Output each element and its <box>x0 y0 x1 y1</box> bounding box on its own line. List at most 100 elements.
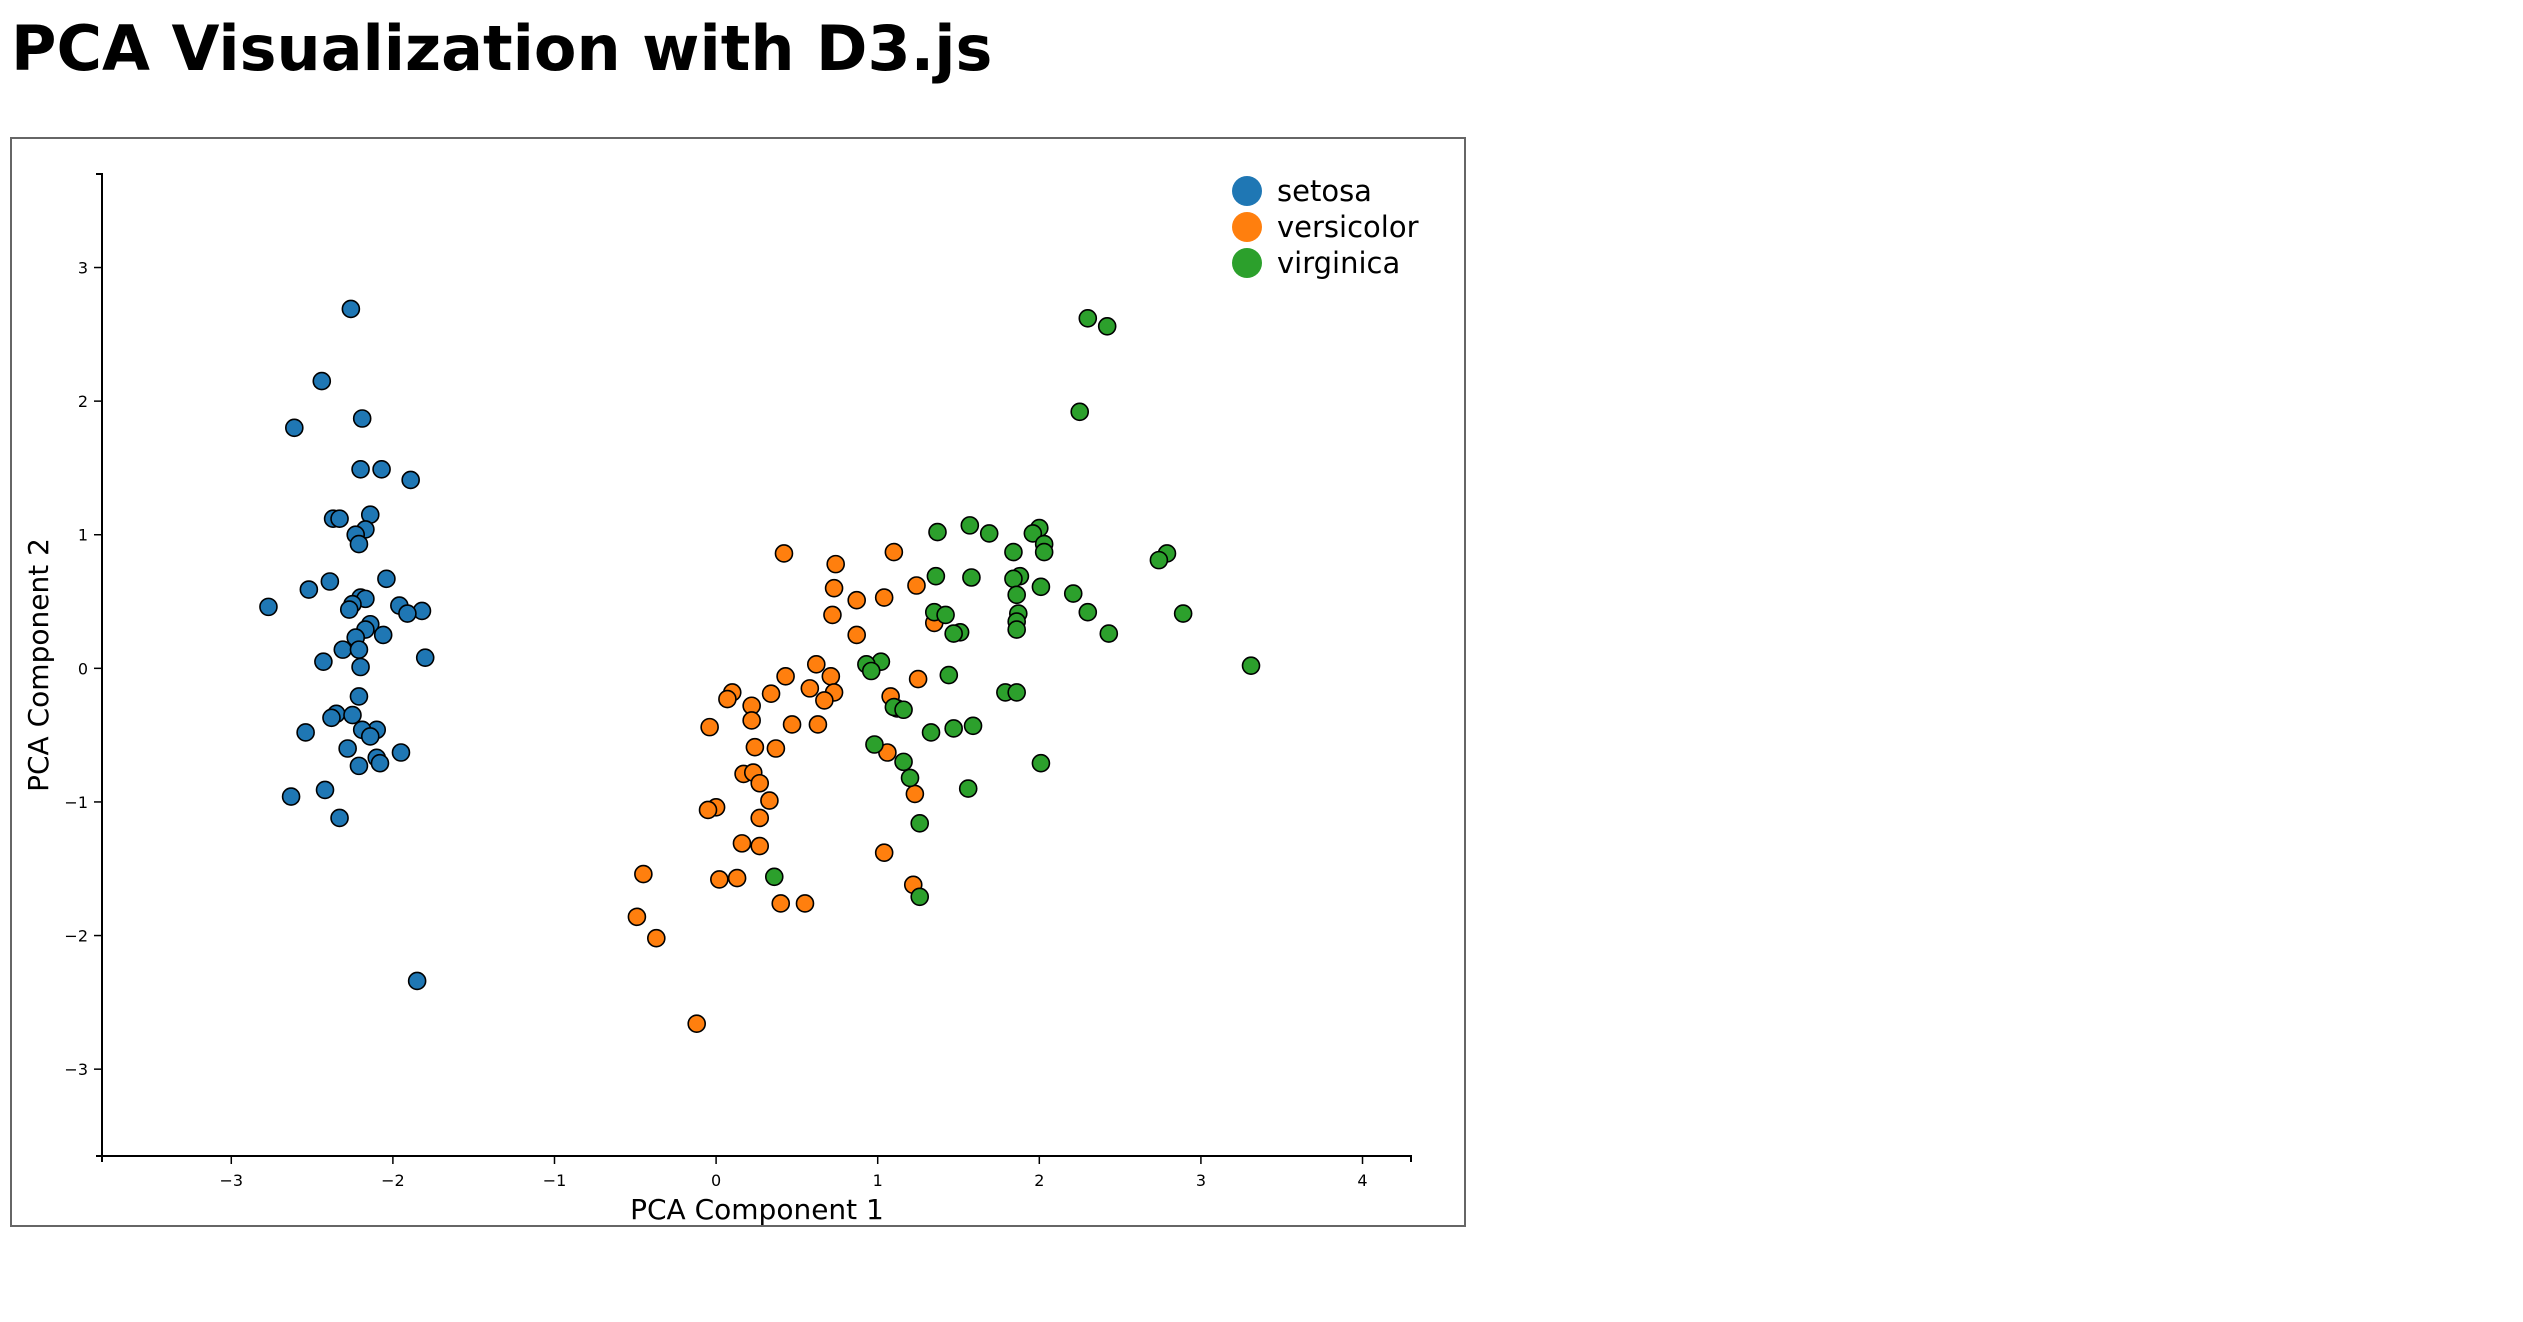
data-point-setosa <box>296 723 315 742</box>
data-point-versicolor <box>824 578 844 598</box>
data-point-versicolor <box>847 625 866 645</box>
data-point-virginica <box>764 867 784 887</box>
data-point-versicolor <box>908 669 928 689</box>
data-point-versicolor <box>687 1014 707 1034</box>
data-point-versicolor <box>907 576 926 595</box>
data-point-setosa <box>352 409 372 428</box>
x-tick-label: 3 <box>1196 1171 1206 1190</box>
data-point-setosa <box>333 640 353 659</box>
data-point-setosa <box>312 371 332 391</box>
data-point-versicolor <box>698 800 718 820</box>
data-point-setosa <box>338 739 357 758</box>
data-point-virginica <box>963 716 983 736</box>
data-point-versicolor <box>874 843 894 863</box>
data-point-virginica <box>1004 569 1023 589</box>
data-point-versicolor <box>627 907 647 927</box>
data-point-versicolor <box>884 542 904 562</box>
data-point-setosa <box>281 787 301 806</box>
data-point-setosa <box>349 687 369 706</box>
data-point-virginica <box>1070 402 1090 422</box>
data-point-setosa <box>339 600 359 619</box>
data-point-versicolor <box>800 679 820 698</box>
data-point-versicolor <box>776 667 795 686</box>
data-point-versicolor <box>821 667 841 686</box>
data-point-versicolor <box>766 739 786 758</box>
data-point-setosa <box>391 743 411 762</box>
x-tick-label: −2 <box>381 1171 405 1190</box>
data-point-virginica <box>894 700 913 720</box>
y-tick-label: −2 <box>64 927 88 946</box>
data-point-virginica <box>936 605 955 625</box>
data-point-virginica <box>944 624 963 643</box>
data-point-virginica <box>1099 624 1119 643</box>
data-point-setosa <box>330 509 349 529</box>
data-point-setosa <box>349 640 369 659</box>
x-tick-label: 4 <box>1357 1171 1367 1190</box>
data-point-virginica <box>958 779 978 798</box>
data-point-setosa <box>351 459 370 479</box>
data-point-setosa <box>330 808 349 828</box>
data-point-virginica <box>1004 542 1023 562</box>
x-tick-label: 0 <box>711 1171 721 1190</box>
legend-swatch-virginica <box>1232 248 1262 278</box>
data-point-virginica <box>894 752 913 772</box>
x-tick-label: −1 <box>543 1171 567 1190</box>
data-point-setosa <box>320 572 340 591</box>
data-point-setosa <box>341 299 361 319</box>
data-point-versicolor <box>874 588 894 607</box>
legend-swatch-setosa <box>1232 176 1262 206</box>
data-point-versicolor <box>826 554 845 574</box>
data-points <box>259 299 1261 1034</box>
y-tick-label: 3 <box>78 259 88 278</box>
data-point-versicolor <box>718 689 737 709</box>
data-point-setosa <box>299 580 319 599</box>
data-point-versicolor <box>742 711 761 730</box>
x-tick-label: 1 <box>873 1171 883 1190</box>
data-point-versicolor <box>750 808 770 828</box>
data-point-versicolor <box>771 894 791 913</box>
page-title: PCA Visualization with D3.js <box>11 12 993 85</box>
data-point-versicolor <box>760 791 779 810</box>
data-point-setosa <box>315 780 335 800</box>
data-point-versicolor <box>808 715 828 734</box>
data-point-versicolor <box>750 773 770 793</box>
data-point-setosa <box>398 604 417 623</box>
data-point-setosa <box>343 705 362 725</box>
data-point-virginica <box>1078 308 1098 328</box>
data-point-virginica <box>1173 604 1193 623</box>
data-point-virginica <box>910 887 930 907</box>
x-tick-label: −3 <box>219 1171 243 1190</box>
data-point-versicolor <box>782 715 802 734</box>
data-point-versicolor <box>823 605 842 625</box>
data-point-versicolor <box>750 836 770 856</box>
data-point-versicolor <box>847 590 866 610</box>
x-tick-label: 2 <box>1034 1171 1044 1190</box>
data-point-virginica <box>1034 542 1054 562</box>
data-point-versicolor <box>727 868 747 888</box>
data-point-versicolor <box>806 655 826 674</box>
data-point-virginica <box>939 665 959 685</box>
data-point-setosa <box>351 657 370 677</box>
axes: −3 −2 −1 0 1 2 3 4 −3 −2 −1 0 1 2 3 <box>64 173 1412 1190</box>
data-point-versicolor <box>710 870 729 889</box>
data-point-virginica <box>1031 577 1051 597</box>
data-point-virginica <box>1078 602 1098 622</box>
legend-label-setosa: setosa <box>1277 174 1372 208</box>
data-point-virginica <box>900 768 920 788</box>
data-point-virginica <box>1149 550 1169 570</box>
data-point-setosa <box>377 569 396 589</box>
pca-scatter-plot: −3 −2 −1 0 1 2 3 4 −3 −2 −1 0 1 2 3 setosaversicolorvi… <box>22 173 1419 1225</box>
data-point-virginica <box>921 723 941 742</box>
data-point-virginica <box>1023 524 1043 543</box>
data-point-versicolor <box>732 834 752 853</box>
x-axis-line <box>101 1155 1412 1162</box>
y-tick-label: −1 <box>64 793 88 812</box>
data-point-virginica <box>1031 753 1051 773</box>
data-point-virginica <box>1007 585 1026 605</box>
data-point-setosa <box>370 753 390 773</box>
data-point-versicolor <box>745 737 765 757</box>
chart-container: −3 −2 −1 0 1 2 3 4 −3 −2 −1 0 1 2 3 setosa versicolor vi… <box>10 137 1466 1227</box>
y-axis-line <box>96 173 103 1157</box>
data-point-setosa <box>349 756 369 776</box>
